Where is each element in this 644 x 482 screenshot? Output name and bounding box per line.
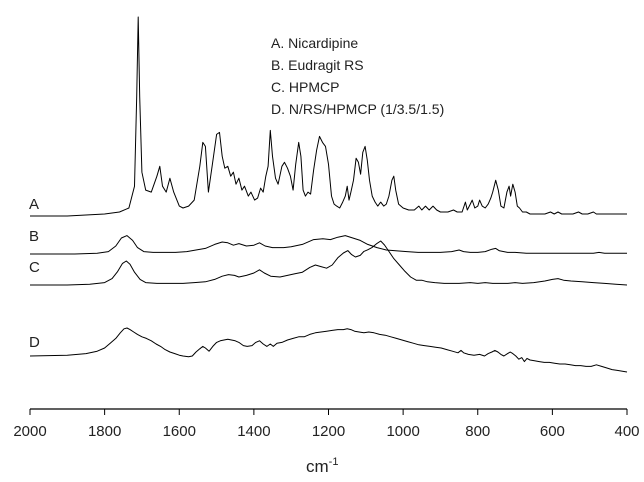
series-b-line xyxy=(30,235,627,255)
legend-entry-b: B. Eudragit RS xyxy=(271,57,364,73)
x-axis-ticks: 2000 1800 1600 1400 1200 1000 800 600 400 xyxy=(13,409,640,440)
x-tick-label: 600 xyxy=(540,423,565,440)
x-axis-label-unit: cm xyxy=(306,457,329,476)
series-c-line xyxy=(30,240,628,286)
x-tick-label: 1200 xyxy=(312,423,345,440)
spectra-traces xyxy=(29,16,628,373)
x-tick-label: 400 xyxy=(614,423,639,440)
series-labels: ABC D xyxy=(29,196,40,351)
series-label-a: A xyxy=(29,196,39,213)
x-tick-label: 1600 xyxy=(163,423,196,440)
x-axis-label-exponent: -1 xyxy=(329,456,339,468)
x-tick-label: 1000 xyxy=(386,423,419,440)
series-label-d: D xyxy=(29,334,40,351)
series-a-line xyxy=(30,16,627,217)
x-tick-label: 2000 xyxy=(13,423,46,440)
legend: A. Nicardipine B. Eudragit RS C. HPMCP D… xyxy=(271,35,444,117)
legend-entry-a: A. Nicardipine xyxy=(271,35,358,51)
x-tick-label: 1400 xyxy=(237,423,270,440)
legend-entry-d: D. N/RS/HPMCP (1/3.5/1.5) xyxy=(271,101,444,117)
x-tick-label: 800 xyxy=(465,423,490,440)
legend-entry-c: C. HPMCP xyxy=(271,79,339,95)
series-d-line xyxy=(29,327,628,373)
series-label-c: C xyxy=(29,259,40,276)
x-axis-label: cm-1 xyxy=(306,456,338,476)
x-tick-label: 1800 xyxy=(88,423,121,440)
series-label-b: B xyxy=(29,228,39,245)
